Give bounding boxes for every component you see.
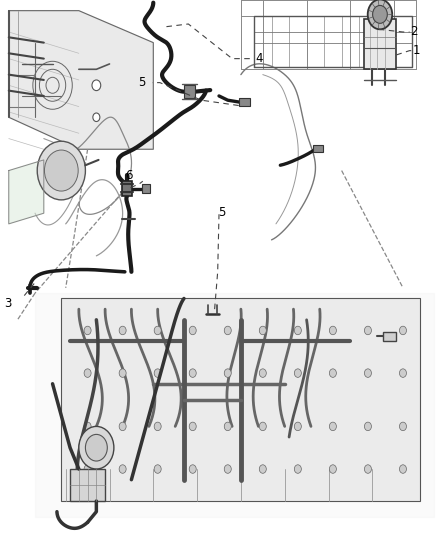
Circle shape [294,369,301,377]
Circle shape [84,422,91,431]
Circle shape [329,369,336,377]
Text: 4: 4 [255,52,262,65]
Polygon shape [35,293,434,517]
Circle shape [119,422,126,431]
Circle shape [364,422,371,431]
Circle shape [189,326,196,335]
Text: 1: 1 [413,44,420,57]
Bar [239,98,250,106]
Circle shape [329,326,336,335]
Circle shape [85,434,107,461]
Bar [122,181,132,196]
Bar [70,469,105,501]
Text: 2: 2 [410,26,418,38]
Circle shape [224,369,231,377]
Circle shape [399,369,406,377]
Circle shape [119,465,126,473]
Circle shape [84,369,91,377]
Circle shape [189,465,196,473]
Circle shape [294,465,301,473]
Bar [61,298,420,501]
Polygon shape [9,11,153,149]
Circle shape [119,326,126,335]
Circle shape [224,326,231,335]
Circle shape [367,0,392,29]
Circle shape [329,465,336,473]
Circle shape [84,465,91,473]
Bar [184,85,195,98]
Circle shape [119,369,126,377]
Circle shape [79,426,114,469]
Circle shape [399,465,406,473]
Bar [142,184,150,193]
Circle shape [93,113,100,122]
Bar [364,19,396,69]
Circle shape [259,465,266,473]
Circle shape [364,369,371,377]
Circle shape [259,326,266,335]
Circle shape [224,422,231,431]
Bar [383,332,396,341]
Circle shape [154,422,161,431]
Bar [313,145,323,152]
Text: 5: 5 [138,76,146,89]
Circle shape [373,5,387,23]
Circle shape [37,141,85,200]
Circle shape [294,326,301,335]
Circle shape [92,80,101,91]
Circle shape [364,465,371,473]
Circle shape [154,369,161,377]
Circle shape [399,422,406,431]
Circle shape [45,150,78,191]
Circle shape [259,422,266,431]
Circle shape [294,422,301,431]
Circle shape [399,326,406,335]
Text: 3: 3 [4,297,12,310]
Circle shape [189,422,196,431]
Circle shape [84,326,91,335]
Circle shape [154,326,161,335]
Text: 6: 6 [125,169,132,182]
Circle shape [224,465,231,473]
Circle shape [364,326,371,335]
Circle shape [154,465,161,473]
Circle shape [329,422,336,431]
Text: 5: 5 [218,206,226,219]
Circle shape [259,369,266,377]
Circle shape [189,369,196,377]
Polygon shape [9,160,44,224]
